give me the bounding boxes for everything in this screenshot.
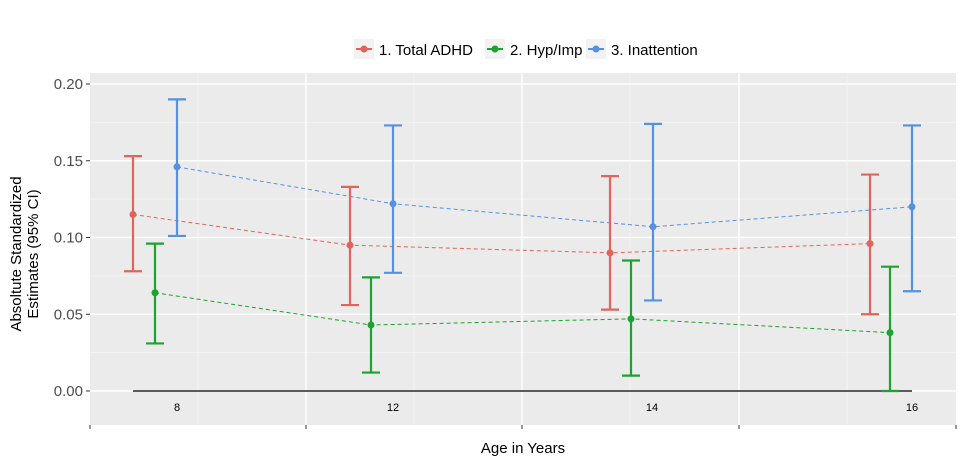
- y-axis: 0.00 0.05 0.10 0.15 0.20: [54, 76, 90, 400]
- group-label: 16: [906, 402, 918, 414]
- data-point: [908, 203, 916, 211]
- y-axis-title-line-2: Estimates (95% CI): [25, 189, 42, 318]
- y-tick-label: 0.20: [54, 76, 83, 93]
- data-point: [173, 163, 181, 171]
- x-axis-title: Age in Years: [481, 440, 565, 457]
- y-tick-label: 0.15: [54, 153, 83, 170]
- y-tick-label: 0.10: [54, 230, 83, 247]
- legend: 1. Total ADHD 2. Hyp/Imp 3. Inattention: [354, 39, 698, 59]
- data-point: [367, 321, 375, 329]
- data-point: [606, 249, 614, 257]
- data-point: [866, 240, 874, 248]
- legend-label: 2. Hyp/Imp: [510, 42, 583, 59]
- data-point: [129, 210, 137, 218]
- legend-label: 3. Inattention: [611, 42, 698, 59]
- trend-line: [132, 213, 871, 254]
- legend-key-point: [491, 45, 499, 53]
- group-label: 12: [387, 402, 399, 414]
- legend-key-point: [360, 45, 368, 53]
- group-label: 8: [174, 402, 180, 414]
- y-axis-title-line-1: Absoltute Standardized: [8, 176, 25, 331]
- panel-background: [90, 73, 956, 425]
- data-point: [886, 329, 894, 337]
- trend-lines: [132, 166, 913, 334]
- legend-label: 1. Total ADHD: [379, 42, 473, 59]
- data-point: [346, 241, 354, 249]
- trend-line: [176, 166, 913, 228]
- y-tick-label: 0.00: [54, 383, 83, 400]
- data-point: [649, 223, 657, 231]
- legend-key-point: [592, 45, 600, 53]
- data-point: [389, 200, 397, 208]
- y-tick-label: 0.05: [54, 306, 83, 323]
- data-point: [151, 289, 159, 297]
- data-point: [627, 315, 635, 323]
- group-labels: 8 12 14 16: [174, 402, 918, 414]
- points: [129, 163, 916, 337]
- group-label: 14: [646, 402, 658, 414]
- x-axis: [89, 425, 957, 429]
